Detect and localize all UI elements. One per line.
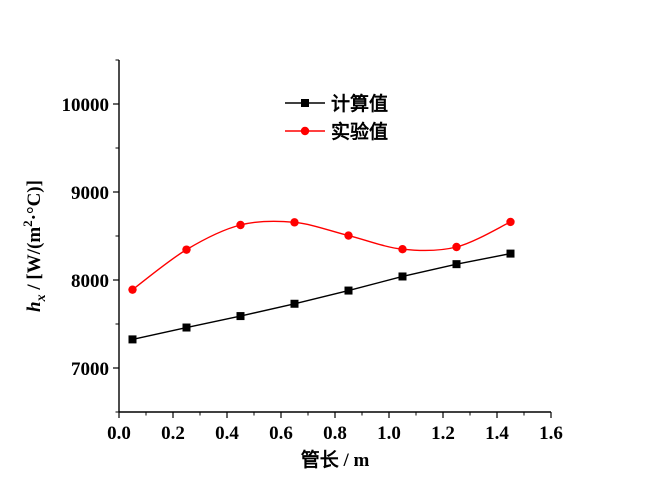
legend-marker [301,99,309,107]
legend-marker [300,126,310,136]
y-axis-subscript: x [34,294,49,302]
legend-label: 计算值 [331,92,388,115]
series-1-line [132,252,511,341]
y-axis-unit-prefix: / [W/(m [24,227,45,295]
x-tick-label: 0.8 [323,423,347,444]
x-tick-label: 0.2 [161,423,185,444]
legend-label: 实验值 [331,120,388,143]
y-axis-ticks: 7000 8000 9000 10000 [62,59,119,413]
series-2 [128,217,515,294]
x-tick-label: 1.0 [377,423,401,444]
series-2-point [182,245,191,254]
series-2-point [236,220,245,230]
series-1-point [506,249,515,258]
y-tick-label: 7000 [71,359,109,380]
y-tick-label: 10000 [62,95,110,116]
y-axis-symbol: h [24,301,45,312]
series-1-point [290,299,299,308]
series-1 [128,249,515,344]
legend-item-1: 计算值 [285,92,388,115]
x-tick-label: 0.0 [107,423,131,444]
series-2-point [452,242,461,252]
x-tick-label: 1.4 [485,423,509,444]
x-axis-ticks: 0.0 0.2 0.4 0.6 0.8 1.0 1.2 1.4 1.6 [107,412,563,444]
series-1-point [452,260,461,269]
x-tick-label: 1.6 [539,423,563,444]
x-axis-title: 管长 / m [301,448,370,471]
series-1-point [398,272,407,281]
series-layer [128,217,515,344]
series-2-point [290,218,299,227]
y-axis-unit-suffix: ·°C)] [24,180,45,220]
series-2-point [344,231,353,240]
series-2-point [398,245,407,254]
series-1-point [236,312,245,321]
x-tick-label: 0.6 [269,423,293,444]
series-2-point [128,285,137,294]
y-tick-label: 8000 [71,271,109,292]
series-2-point [506,217,515,227]
x-tick-label: 0.4 [215,423,239,444]
series-1-point [128,335,137,344]
series-2-line [132,220,511,291]
y-axis-title: hx / [W/(m2·°C)] [20,180,49,312]
y-axis-superscript: 2 [20,220,35,227]
series-1-point [182,323,191,332]
legend-item-2: 实验值 [285,120,388,143]
x-tick-label: 1.2 [431,423,455,444]
series-1-point [344,286,353,295]
y-tick-label: 9000 [71,183,109,204]
